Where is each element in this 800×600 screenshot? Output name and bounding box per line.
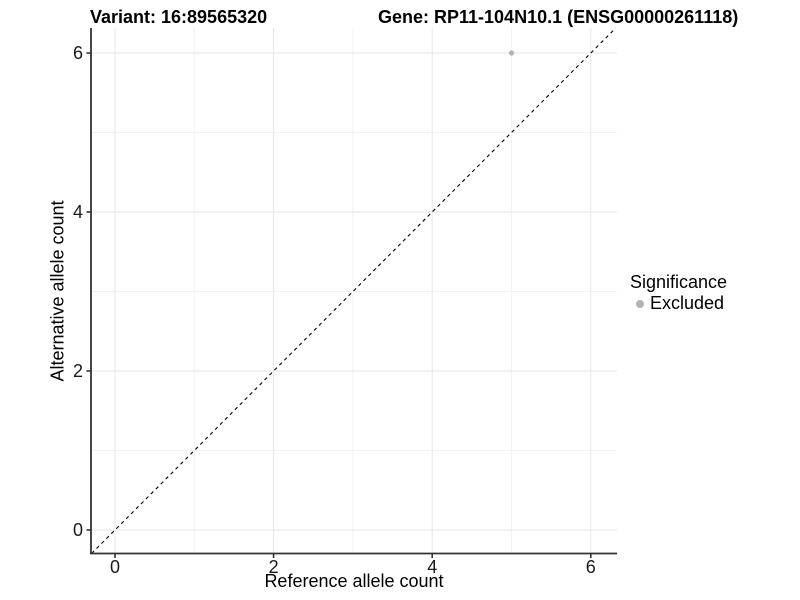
legend: Significance Excluded (630, 272, 727, 314)
legend-key-dot-icon (636, 299, 644, 308)
y-axis-label: Alternative allele count (47, 200, 68, 382)
x-tick-label: 2 (269, 557, 279, 577)
y-tick-label: 0 (73, 520, 83, 540)
data-point (508, 50, 515, 56)
x-tick-label: 4 (427, 557, 437, 577)
identity-dashed-line (91, 27, 617, 554)
x-tick-label: 0 (110, 557, 120, 577)
x-tick-label: 6 (586, 557, 596, 577)
legend-entry-label: Excluded (650, 293, 725, 313)
y-tick-label: 4 (73, 202, 83, 222)
plot-title-gene: Gene: RP11-104N10.1 (ENSG00000261118) (378, 7, 739, 27)
y-tick-label: 6 (73, 43, 83, 63)
legend-title: Significance (630, 272, 728, 292)
x-axis-label: Reference allele count (264, 571, 444, 591)
y-tick-label: 2 (73, 361, 83, 381)
legend-entry: Excluded (630, 293, 727, 314)
plot-title-variant: Variant: 16:89565320 (90, 7, 268, 27)
